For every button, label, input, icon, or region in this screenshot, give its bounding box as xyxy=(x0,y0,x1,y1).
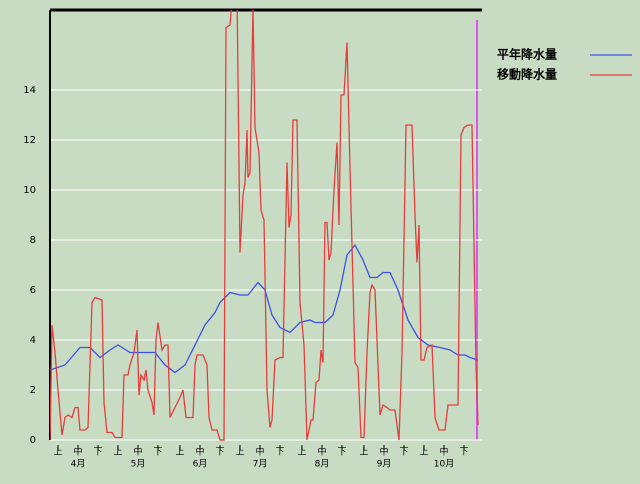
x-tick-label: 中 xyxy=(73,446,82,458)
x-tick-label: 中 xyxy=(133,446,142,458)
x-tick-label: 上 xyxy=(53,447,62,458)
y-tick-label: 4 xyxy=(30,335,36,346)
series-line xyxy=(50,243,479,374)
x-tick-label: 上 xyxy=(175,447,184,458)
x-tick-label: 下 xyxy=(215,448,224,458)
month-label: 5月 xyxy=(131,459,146,470)
x-tick-label: 下 xyxy=(153,448,162,458)
x-tick-label: 上 xyxy=(419,447,428,458)
y-tick-label: 0 xyxy=(30,435,36,446)
legend-label: 移動降水量 xyxy=(497,67,557,82)
month-label: 7月 xyxy=(253,459,268,470)
x-tick-label: 上 xyxy=(113,447,122,458)
month-label: 10月 xyxy=(434,459,454,470)
month-label: 8月 xyxy=(315,459,330,470)
x-tick-label: 中 xyxy=(439,446,448,458)
x-tick-label: 中 xyxy=(317,446,326,458)
y-tick-label: 6 xyxy=(30,285,36,296)
x-tick-label: 中 xyxy=(379,446,388,458)
legend-label: 平年降水量 xyxy=(497,47,557,62)
x-tick-label: 下 xyxy=(337,448,346,458)
x-tick-label: 下 xyxy=(275,448,284,458)
y-tick-label: 2 xyxy=(30,385,36,396)
x-tick-label: 中 xyxy=(195,446,204,458)
y-tick-label: 8 xyxy=(30,235,36,246)
x-tick-label: 上 xyxy=(359,447,368,458)
x-tick-label: 下 xyxy=(459,448,468,458)
y-tick-label: 12 xyxy=(23,135,36,146)
x-tick-label: 上 xyxy=(297,447,306,458)
x-tick-label: 下 xyxy=(399,448,408,458)
series-line xyxy=(50,10,479,441)
month-label: 9月 xyxy=(377,459,392,470)
y-tick-label: 14 xyxy=(23,85,36,96)
x-tick-label: 下 xyxy=(93,448,102,458)
y-tick-label: 10 xyxy=(23,185,36,196)
month-label: 4月 xyxy=(71,459,86,470)
month-label: 6月 xyxy=(193,459,208,470)
x-tick-label: 中 xyxy=(255,446,264,458)
x-tick-label: 上 xyxy=(235,447,244,458)
